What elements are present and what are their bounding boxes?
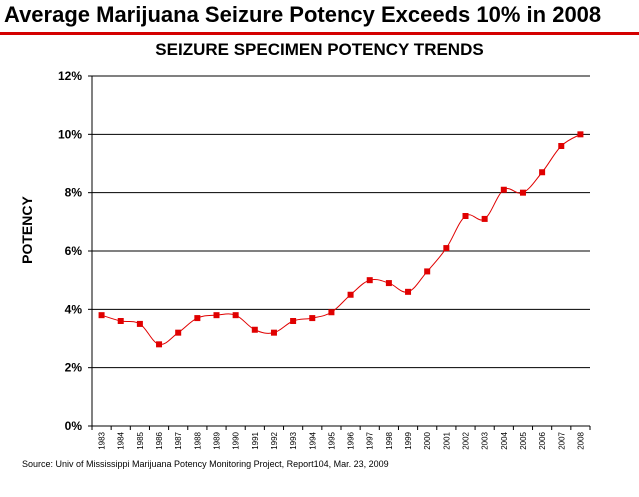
x-tick-label: 1989 [213,431,222,449]
x-tick-labels: 1983 1984 1985 1986 1987 1988 1989 1990 1991 1992… [98,431,586,449]
data-point [136,320,143,327]
x-tick-label: 2005 [519,431,528,449]
y-tick-label: 6% [65,244,83,258]
x-tick-label: 1983 [98,431,107,449]
y-tick-label: 0% [65,419,83,433]
x-tick-label: 2006 [538,431,547,449]
data-point [539,169,546,176]
data-point [156,341,163,348]
y-axis-label: POTENCY [19,196,35,264]
x-tick-label: 2008 [576,431,585,449]
data-point [577,131,584,138]
data-point [462,213,469,219]
chart-title: SEIZURE SPECIMEN POTENCY TRENDS [155,40,484,59]
x-tick-label: 1992 [270,431,279,449]
x-tick-label: 1996 [347,431,356,449]
source-note: Source: Univ of Mississippi Marijuana Po… [22,459,389,469]
x-tick-label: 1990 [232,431,241,449]
x-tick-label: 1984 [117,431,126,449]
y-tick-label: 2% [65,361,83,375]
data-point [251,326,258,333]
series-layer [98,131,584,348]
x-tick-label: 2007 [557,431,566,449]
data-point [328,309,335,316]
y-tick-label: 12% [58,69,82,83]
y-tick-labels: 0% 2% 4% 6% 8% 10% 12% [58,69,82,433]
x-tick-label: 1986 [155,431,164,449]
data-point [500,186,507,193]
data-point [213,312,220,319]
x-tick-label: 2004 [500,431,509,449]
x-tick-label: 1991 [251,431,260,449]
x-tick-label: 2002 [462,431,471,449]
x-tick-label: 2001 [442,431,451,449]
data-point [270,329,277,336]
data-point [519,189,526,196]
y-tick-label: 4% [65,302,83,316]
data-point [481,215,488,222]
data-point [232,312,239,319]
data-point [194,315,201,322]
data-point [443,245,450,252]
data-point [309,315,316,322]
data-point [98,312,105,319]
x-tick-label: 1998 [385,431,394,449]
gridlines [88,75,591,430]
data-point [405,288,412,295]
title-rule [0,32,639,35]
series-line [101,133,581,345]
x-tick-label: 1995 [327,431,336,449]
x-tick-label: 1988 [193,431,202,449]
data-point [117,318,124,324]
x-tick-label: 2000 [423,431,432,449]
data-point [424,268,431,275]
x-tick-label: 1985 [136,431,145,449]
x-tick-label: 1999 [404,431,413,449]
x-tick-label: 1997 [366,431,375,449]
x-tick-label: 1994 [308,431,317,449]
y-tick-label: 10% [58,127,82,141]
data-point [558,143,565,149]
x-tick-label: 1993 [289,431,298,449]
x-tick-label: 1987 [174,431,183,449]
data-point [175,329,182,336]
data-point [385,280,392,287]
data-point [366,277,373,284]
x-tick-label: 2003 [481,431,490,449]
y-tick-label: 8% [65,186,83,200]
slide-title: Average Marijuana Seizure Potency Exceed… [4,2,602,27]
data-point [290,318,297,324]
data-point [347,291,354,298]
